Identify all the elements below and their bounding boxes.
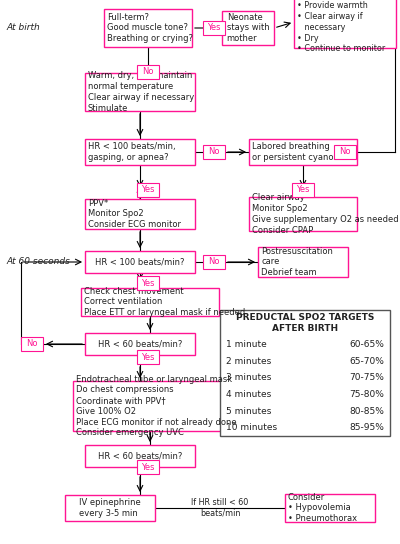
Text: No: No: [339, 147, 351, 157]
FancyBboxPatch shape: [85, 199, 195, 229]
Text: Full-term?
Good muscle tone?
Breathing or crying?: Full-term? Good muscle tone? Breathing o…: [107, 13, 193, 44]
FancyBboxPatch shape: [203, 145, 225, 159]
Text: Routine care:
• Provide warmth
• Clear airway if
   necessary
• Dry
• Continue t: Routine care: • Provide warmth • Clear a…: [297, 0, 385, 53]
Text: HR < 100 beats/min?: HR < 100 beats/min?: [95, 257, 185, 267]
Text: 3 minutes: 3 minutes: [226, 373, 271, 382]
Text: Labored breathing
or persistent cyanosis?: Labored breathing or persistent cyanosis…: [252, 142, 349, 162]
Text: 1 minute: 1 minute: [226, 340, 267, 349]
Text: PREDUCTAL SPO2 TARGETS
AFTER BIRTH: PREDUCTAL SPO2 TARGETS AFTER BIRTH: [236, 313, 374, 333]
FancyBboxPatch shape: [85, 139, 195, 165]
Text: Check chest movement
Correct ventilation
Place ETT or laryngeal mask if needed: Check chest movement Correct ventilation…: [84, 287, 245, 317]
Text: 80-85%: 80-85%: [349, 406, 384, 416]
FancyBboxPatch shape: [137, 65, 159, 79]
Text: Postresuscitation
care
Debrief team: Postresuscitation care Debrief team: [261, 247, 333, 277]
Text: 85-95%: 85-95%: [349, 423, 384, 432]
FancyBboxPatch shape: [21, 337, 43, 351]
Text: At birth: At birth: [6, 23, 40, 33]
Text: 70-75%: 70-75%: [349, 373, 384, 382]
FancyBboxPatch shape: [258, 247, 348, 277]
FancyBboxPatch shape: [285, 494, 375, 522]
Text: 60-65%: 60-65%: [349, 340, 384, 349]
Text: Consider
• Hypovolemia
• Pneumothorax: Consider • Hypovolemia • Pneumothorax: [288, 493, 357, 523]
Text: Neonate
stays with
mother: Neonate stays with mother: [227, 13, 269, 44]
FancyBboxPatch shape: [203, 255, 225, 269]
FancyBboxPatch shape: [81, 288, 219, 316]
FancyBboxPatch shape: [137, 460, 159, 474]
FancyBboxPatch shape: [334, 145, 356, 159]
FancyBboxPatch shape: [220, 310, 390, 436]
Text: Yes: Yes: [296, 186, 310, 195]
Text: Yes: Yes: [141, 462, 155, 472]
FancyBboxPatch shape: [203, 21, 225, 35]
Text: Clear airway
Monitor Spo2
Give supplementary O2 as needed
Consider CPAP: Clear airway Monitor Spo2 Give supplemen…: [252, 193, 399, 234]
Text: 75-80%: 75-80%: [349, 390, 384, 399]
Text: HR < 60 beats/min?: HR < 60 beats/min?: [98, 452, 182, 461]
Text: No: No: [142, 67, 154, 77]
FancyBboxPatch shape: [137, 350, 159, 364]
Text: HR < 100 beats/min,
gasping, or apnea?: HR < 100 beats/min, gasping, or apnea?: [88, 142, 176, 162]
Text: 2 minutes: 2 minutes: [226, 356, 271, 366]
FancyBboxPatch shape: [85, 73, 195, 111]
FancyBboxPatch shape: [137, 276, 159, 290]
FancyBboxPatch shape: [72, 381, 228, 431]
Text: If HR still < 60
beats/min: If HR still < 60 beats/min: [191, 498, 249, 518]
Text: Yes: Yes: [141, 353, 155, 362]
Text: Yes: Yes: [207, 23, 221, 33]
Text: PPV*
Monitor Spo2
Consider ECG monitor: PPV* Monitor Spo2 Consider ECG monitor: [88, 199, 181, 229]
FancyBboxPatch shape: [104, 9, 192, 47]
Text: No: No: [208, 257, 220, 267]
Text: HR < 60 beats/min?: HR < 60 beats/min?: [98, 339, 182, 349]
Text: 65-70%: 65-70%: [349, 356, 384, 366]
Text: 10 minutes: 10 minutes: [226, 423, 277, 432]
Text: Yes: Yes: [141, 186, 155, 195]
Text: 5 minutes: 5 minutes: [226, 406, 271, 416]
FancyBboxPatch shape: [85, 333, 195, 355]
FancyBboxPatch shape: [65, 495, 155, 521]
Text: No: No: [208, 147, 220, 157]
Text: At 60 seconds: At 60 seconds: [6, 257, 70, 267]
FancyBboxPatch shape: [249, 139, 357, 165]
FancyBboxPatch shape: [294, 0, 396, 48]
Text: 4 minutes: 4 minutes: [226, 390, 271, 399]
Text: No: No: [26, 339, 38, 349]
FancyBboxPatch shape: [85, 251, 195, 273]
Text: Warm, dry, and maintain
normal temperature
Clear airway if necessary
Stimulate: Warm, dry, and maintain normal temperatu…: [88, 71, 194, 113]
FancyBboxPatch shape: [222, 11, 274, 45]
Text: Endotracheal tube or laryngeal mask
Do chest compressions
Coordinate with PPV†
G: Endotracheal tube or laryngeal mask Do c…: [76, 375, 236, 437]
FancyBboxPatch shape: [137, 183, 159, 197]
Text: Yes: Yes: [141, 279, 155, 287]
FancyBboxPatch shape: [292, 183, 314, 197]
Text: IV epinephrine
every 3-5 min: IV epinephrine every 3-5 min: [79, 498, 141, 518]
FancyBboxPatch shape: [249, 197, 357, 231]
FancyBboxPatch shape: [85, 445, 195, 467]
